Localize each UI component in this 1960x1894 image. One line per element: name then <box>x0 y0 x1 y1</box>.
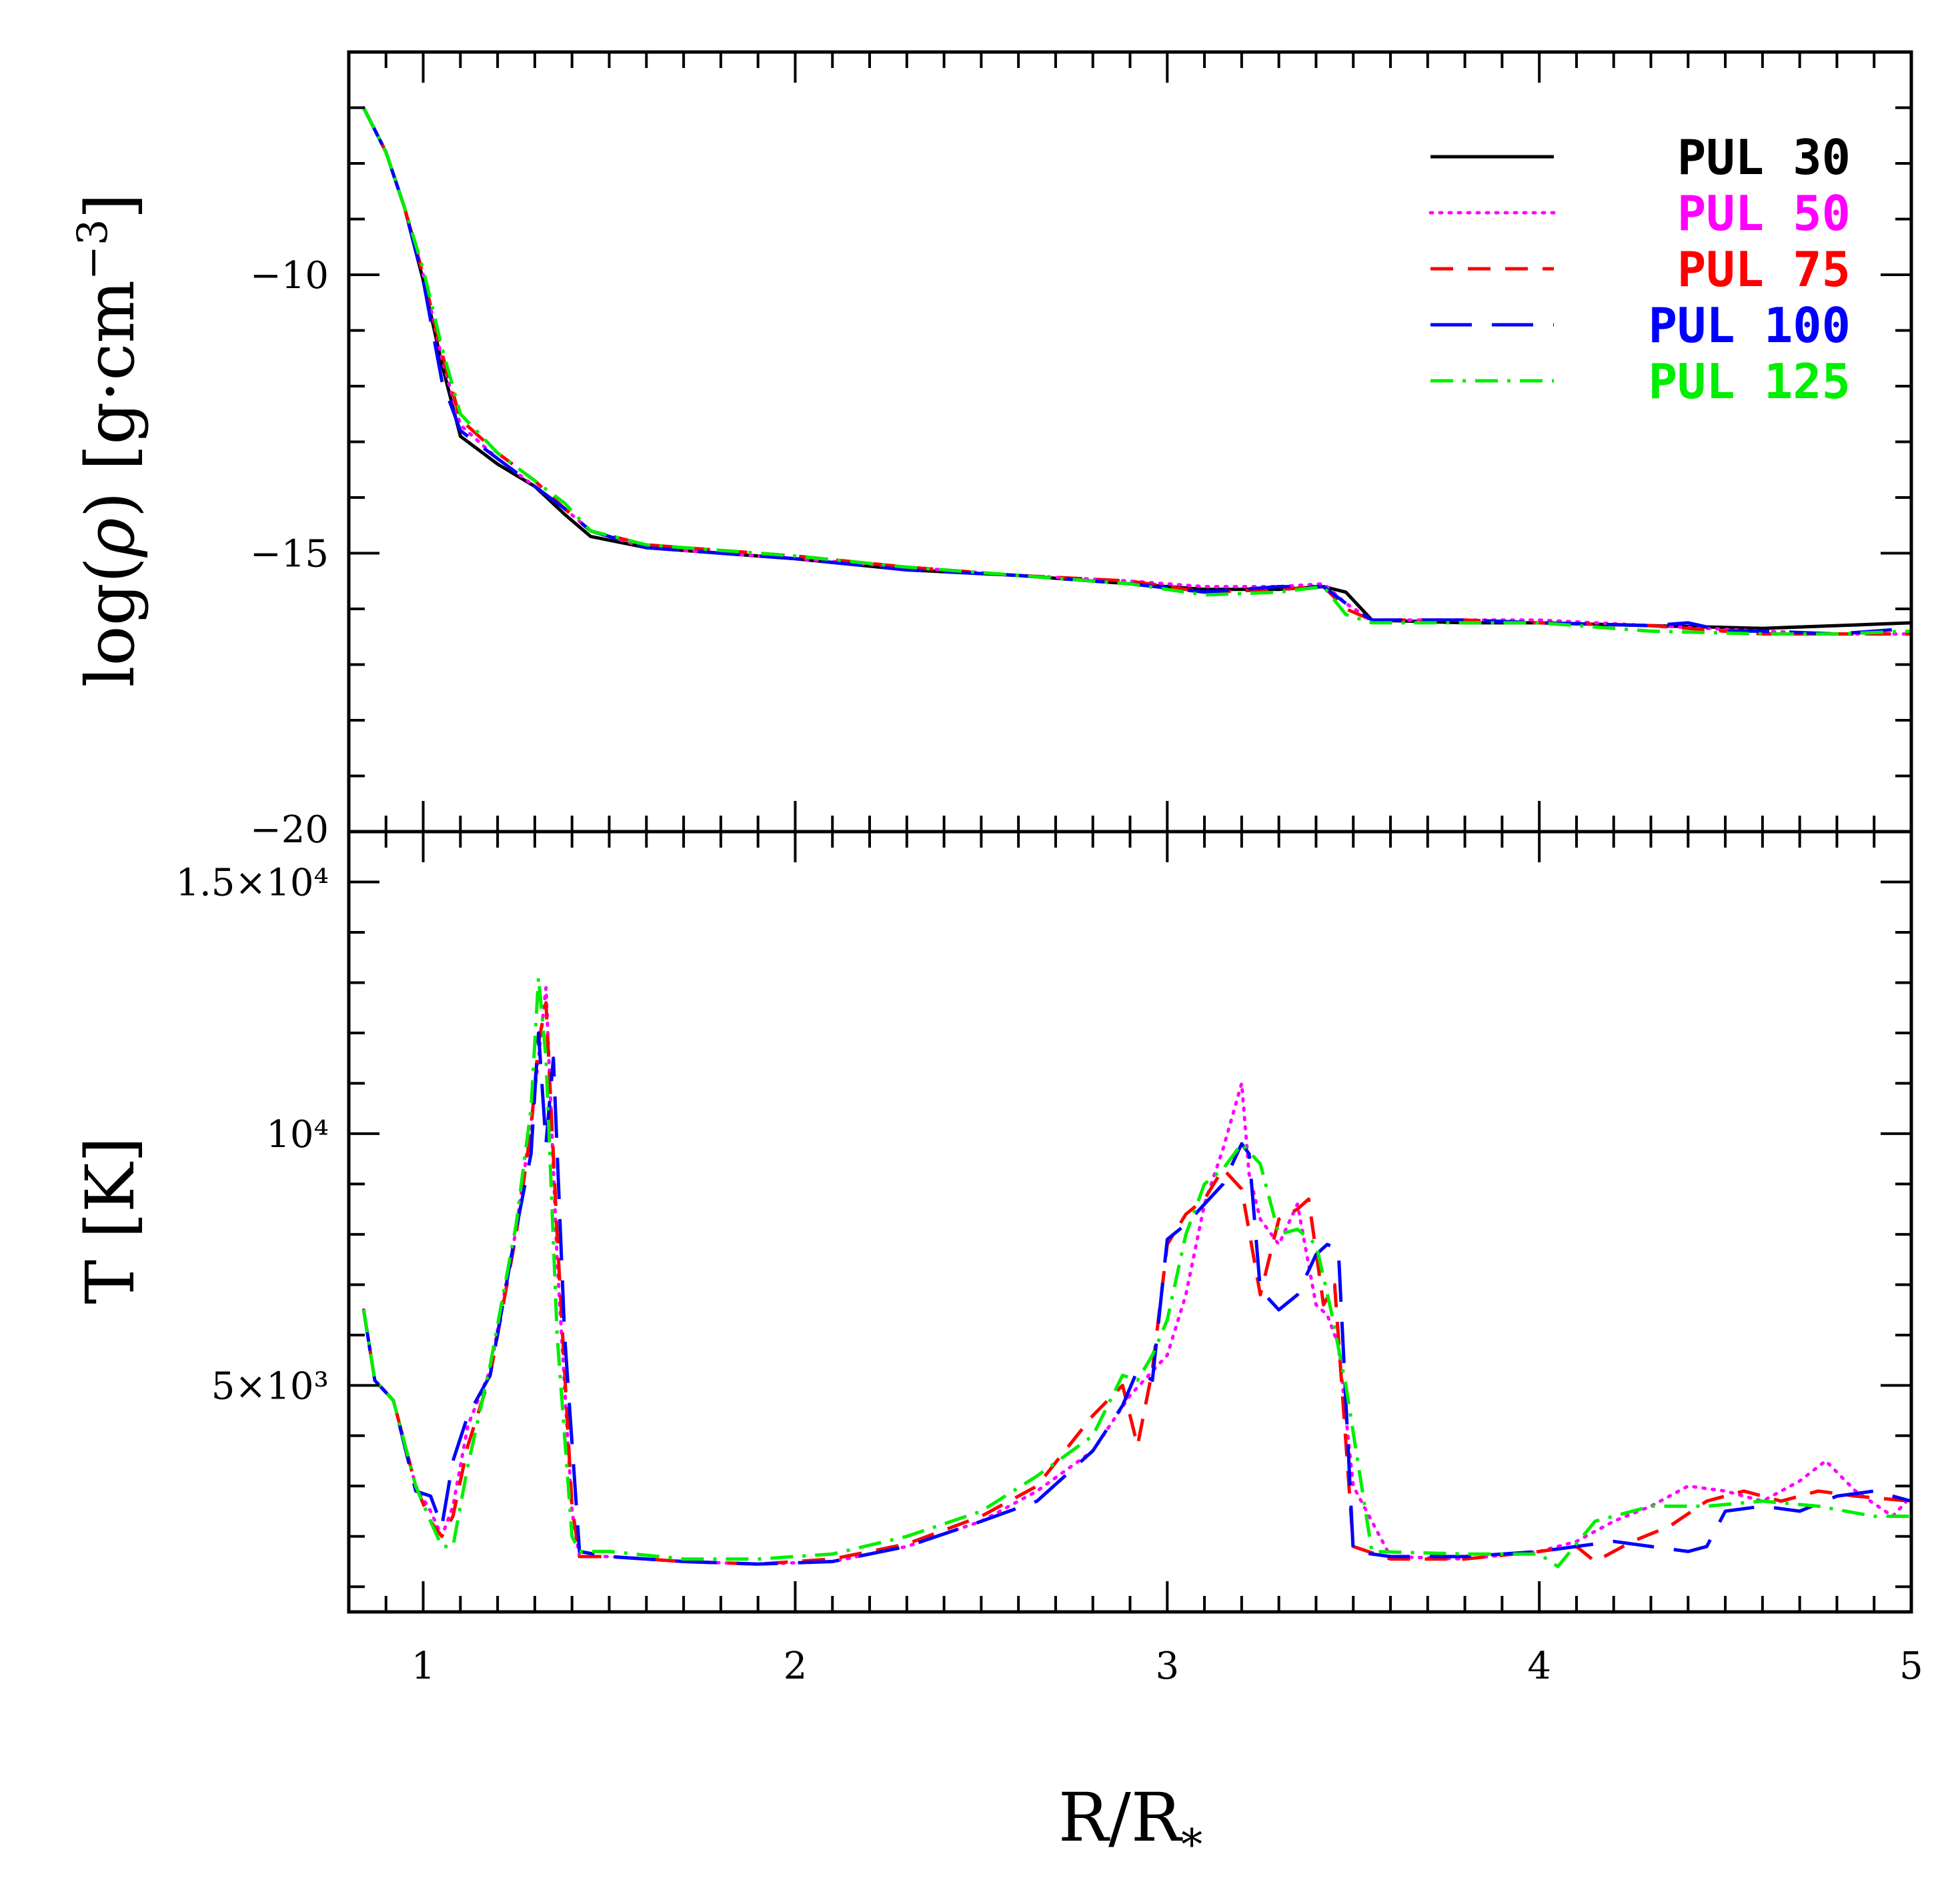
series-pul-50-temperature <box>361 986 1913 1566</box>
x-tick-label: 4 <box>1527 1645 1551 1688</box>
x-tick-label: 3 <box>1155 1645 1179 1688</box>
x-axis-label: R/R* <box>1058 1779 1202 1870</box>
bottom-y-tick-labels: 5×10³ 10⁴ 1.5×10⁴ <box>175 861 329 1408</box>
density-y-axis-label: log(ρ) [g·cm−3] <box>68 193 149 688</box>
y-tick-label: −15 <box>250 533 329 576</box>
y-tick-label: 10⁴ <box>266 1113 329 1156</box>
y-tick-label: 1.5×10⁴ <box>175 861 329 904</box>
bottom-panel-ticks <box>349 832 1911 1612</box>
series-pul-100-temperature <box>361 1031 1912 1566</box>
series-pul-125-temperature <box>361 976 1911 1569</box>
top-panel-ticks <box>349 52 1911 832</box>
legend-label: PUL 125 <box>1649 353 1851 409</box>
y-tick-label: −20 <box>250 808 329 852</box>
top-y-tick-labels: −10 −15 −20 <box>250 254 329 852</box>
legend-label: PUL 100 <box>1649 297 1851 353</box>
x-tick-label: 5 <box>1899 1645 1923 1688</box>
y-tick-label: −10 <box>250 254 329 297</box>
y-tick-label: 5×10³ <box>211 1364 329 1408</box>
bottom-panel-frame <box>347 830 1913 1614</box>
legend-label: PUL 50 <box>1677 185 1851 241</box>
x-tick-labels: 1 2 3 4 5 <box>411 1645 1923 1688</box>
series-pul-75-temperature <box>361 1001 1912 1566</box>
temperature-y-axis-label: T [K] <box>71 1136 149 1304</box>
series-pul-125-density <box>362 107 1912 636</box>
legend-label: PUL 30 <box>1677 129 1851 185</box>
x-tick-label: 1 <box>411 1645 435 1688</box>
legend-label: PUL 75 <box>1677 241 1851 297</box>
density-series-group <box>361 106 1913 636</box>
x-tick-label: 2 <box>784 1645 808 1688</box>
bottom-panel-temperature: 5×10³ 10⁴ 1.5×10⁴ 1 2 3 4 5 T [K] R/R* <box>71 830 1923 1870</box>
temperature-series-group <box>361 976 1913 1569</box>
